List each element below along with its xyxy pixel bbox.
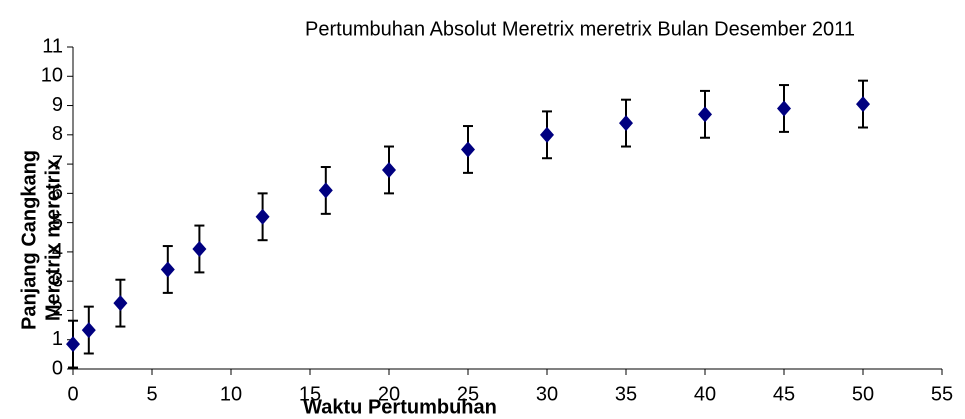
point	[461, 141, 475, 158]
y-tick-label: 3	[52, 269, 63, 291]
point	[192, 240, 207, 257]
point	[113, 295, 128, 312]
point	[382, 161, 396, 178]
x-tick-label: 35	[615, 383, 637, 405]
y-tick-label: 7	[52, 152, 63, 174]
x-tick-label: 55	[931, 383, 953, 405]
x-tick-label: 15	[299, 383, 321, 405]
x-tick-label: 0	[67, 383, 78, 405]
x-tick-label: 10	[220, 383, 242, 405]
x-tick-label: 45	[773, 383, 795, 405]
y-tick-label: 10	[41, 65, 63, 87]
y-tick-label: 0	[52, 357, 63, 379]
chart-title: Pertumbuhan Absolut Meretrix meretrix Bu…	[305, 18, 855, 40]
y-tick-label: 5	[52, 211, 63, 233]
y-tick-label: 11	[42, 35, 63, 57]
point	[255, 208, 270, 225]
x-tick-label: 25	[457, 383, 479, 405]
point	[777, 100, 791, 117]
x-tick-label: 20	[378, 383, 400, 405]
x-tick-label: 30	[536, 383, 558, 405]
y-tick-label: 8	[52, 123, 63, 145]
point	[66, 336, 80, 353]
point	[81, 322, 96, 339]
y-axis-label: Meretrix meretrix	[42, 159, 64, 321]
point	[856, 96, 870, 113]
x-tick-label: 5	[146, 383, 157, 405]
y-tick-label: 4	[52, 240, 63, 262]
x-axis-label: Waktu Pertumbuhan	[303, 396, 497, 418]
point	[540, 126, 554, 143]
x-tick-label: 50	[852, 383, 874, 405]
y-tick-label: 1	[52, 328, 63, 350]
y-tick-label: 2	[52, 299, 63, 321]
y-axis-label: Panjang Cangkang	[18, 150, 40, 330]
x-tick-label: 40	[694, 383, 716, 405]
point	[160, 261, 175, 278]
point	[318, 182, 333, 199]
point	[698, 106, 712, 123]
point	[619, 115, 633, 132]
y-tick-label: 6	[52, 182, 63, 204]
y-tick-label: 9	[52, 94, 63, 116]
